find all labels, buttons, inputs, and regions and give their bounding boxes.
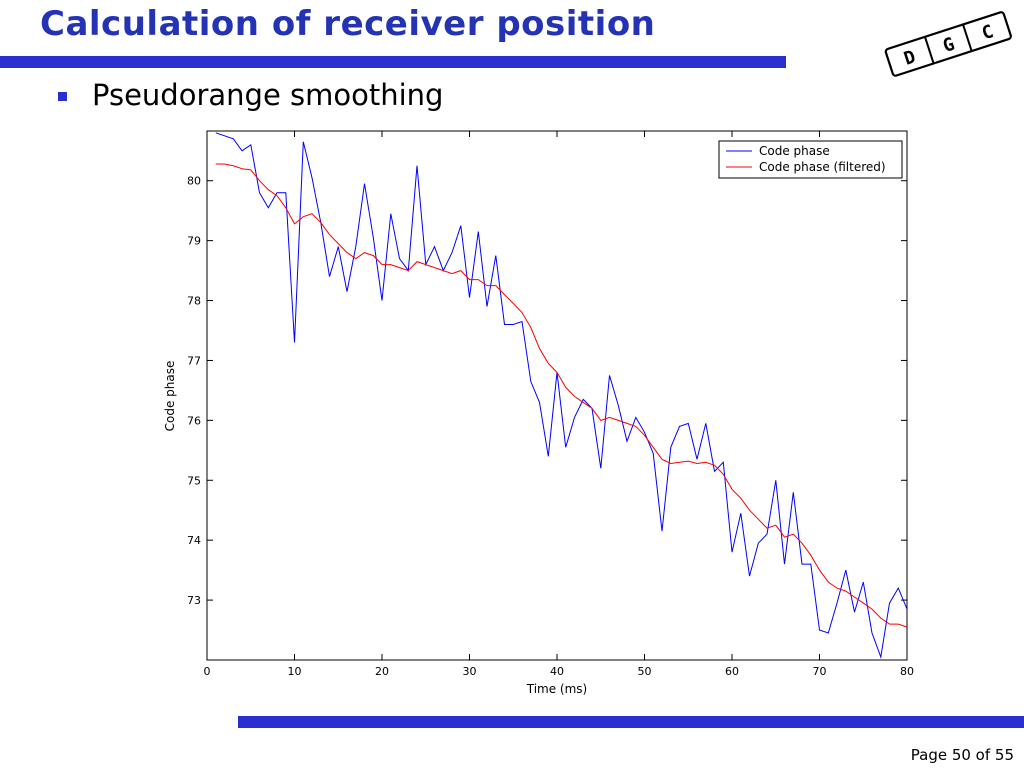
x-tick-label-4: 40 xyxy=(550,665,564,678)
title-underline-bar xyxy=(0,56,786,68)
y-tick-label-0: 73 xyxy=(187,594,201,607)
legend: Code phase Code phase (filtered) xyxy=(718,140,903,179)
slide-title: Calculation of receiver position xyxy=(40,4,656,44)
x-tick-label-8: 80 xyxy=(900,665,914,678)
code-phase-chart: 0 10 20 30 40 50 60 70 80 73 74 75 76 77 78 79 80 Time (… xyxy=(163,130,914,696)
y-axis-label: Code phase xyxy=(163,361,177,432)
tick-labels: 0 10 20 30 40 50 60 70 80 73 74 75 76 77 78 79 80 xyxy=(187,175,914,678)
page-number: Page 50 of 55 xyxy=(910,746,1014,764)
legend-label-code-phase-filtered: Code phase (filtered) xyxy=(759,160,886,174)
plot-area xyxy=(206,130,908,661)
x-tick-label-3: 30 xyxy=(463,665,477,678)
x-tick-label-6: 60 xyxy=(725,665,739,678)
legend-label-code-phase: Code phase xyxy=(759,144,830,158)
x-tick-label-1: 10 xyxy=(288,665,302,678)
x-axis-label: Time (ms) xyxy=(526,682,588,696)
y-tick-label-6: 79 xyxy=(187,235,201,248)
bullet-marker xyxy=(58,92,67,101)
y-tick-label-1: 74 xyxy=(187,534,201,547)
axis-ticks xyxy=(206,131,908,660)
y-tick-label-7: 80 xyxy=(187,175,201,188)
x-tick-label-5: 50 xyxy=(638,665,652,678)
x-tick-label-7: 70 xyxy=(813,665,827,678)
legend-box xyxy=(718,140,903,179)
y-tick-label-2: 75 xyxy=(187,474,201,487)
x-tick-label-2: 20 xyxy=(375,665,389,678)
y-tick-label-4: 77 xyxy=(187,354,201,367)
bullet-text: Pseudorange smoothing xyxy=(92,78,444,112)
dgc-logo: D G C xyxy=(884,11,1012,77)
y-tick-label-5: 78 xyxy=(187,295,201,308)
series-line-code-phase-filtered xyxy=(215,163,908,628)
series-lines xyxy=(215,132,908,659)
footer-bar xyxy=(238,716,1024,728)
y-tick-label-3: 76 xyxy=(187,414,201,427)
x-tick-label-0: 0 xyxy=(204,665,211,678)
series-line-code-phase xyxy=(215,132,908,659)
